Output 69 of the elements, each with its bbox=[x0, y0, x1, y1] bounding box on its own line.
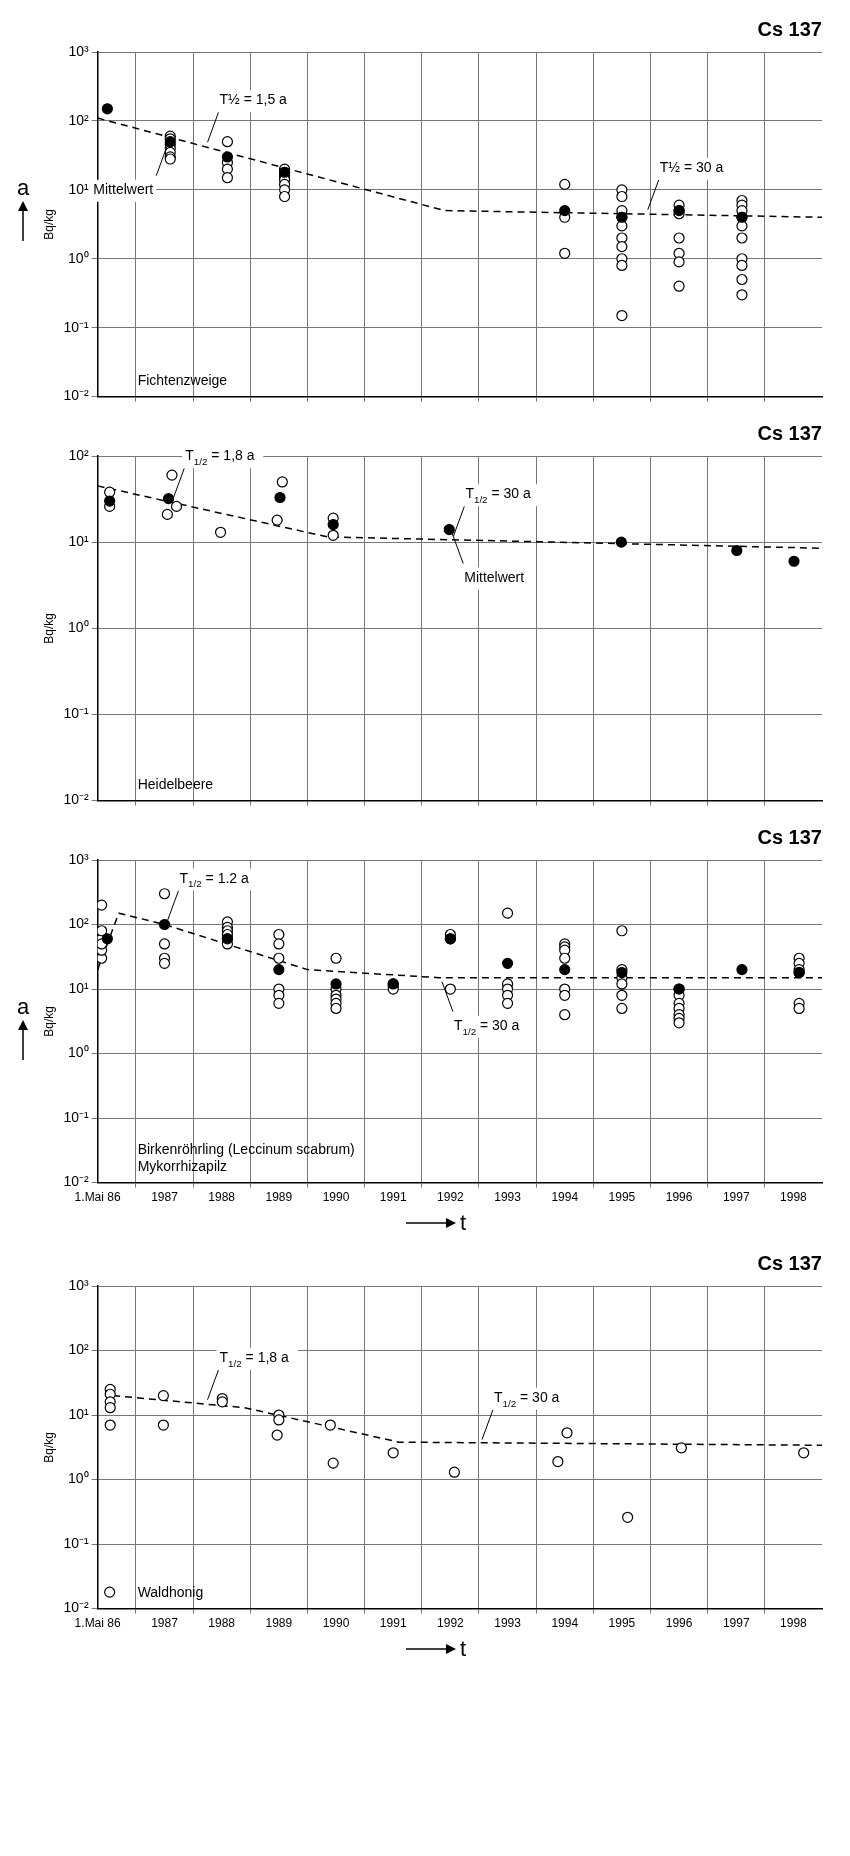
text: Waldhonig bbox=[137, 1583, 204, 1600]
annotation: T½ = 1,5 a bbox=[219, 91, 288, 108]
x-tick-label: 1993 bbox=[494, 1190, 522, 1205]
y-tick-label: 10⁻² bbox=[63, 1599, 89, 1616]
x-tick-label: 1991 bbox=[379, 1190, 407, 1205]
y-tick-label: 10⁻² bbox=[63, 387, 89, 404]
x-tick-label: 1993 bbox=[494, 1616, 522, 1631]
x-tick-label: 1998 bbox=[780, 1190, 808, 1205]
chart-title: Cs 137 bbox=[757, 825, 822, 848]
y-tick-label: 10¹ bbox=[68, 533, 89, 550]
x-tick-label: 1996 bbox=[665, 1190, 693, 1205]
x-tick-label: 1995 bbox=[608, 1190, 636, 1205]
x-tick-label: 1987 bbox=[151, 1616, 179, 1631]
text: Fichtenzweige bbox=[137, 371, 228, 388]
x-tick-label: 1.Mai 86 bbox=[74, 1190, 121, 1205]
y-tick-label: 10³ bbox=[68, 42, 89, 59]
text: Heidelbeere bbox=[137, 775, 214, 792]
y-tick-label: 10¹ bbox=[68, 979, 89, 996]
y-tick-label: 10⁻¹ bbox=[63, 318, 89, 335]
y-tick-label: 10⁻¹ bbox=[63, 1534, 89, 1551]
y-tick-label: 10⁰ bbox=[68, 249, 89, 266]
x-tick-label: 1992 bbox=[437, 1616, 465, 1631]
y-tick-label: 10¹ bbox=[68, 180, 89, 197]
x-tick-label: 1997 bbox=[722, 1616, 750, 1631]
y-tick-label: 10⁻¹ bbox=[63, 1108, 89, 1125]
x-axis-title: t bbox=[459, 1210, 467, 1236]
x-tick-label: 1996 bbox=[665, 1616, 693, 1631]
y-axis-title: Bq/kg bbox=[41, 208, 56, 240]
x-tick-label: 1998 bbox=[780, 1616, 808, 1631]
y-tick-label: 10² bbox=[68, 446, 89, 463]
y-tick-label: 10⁰ bbox=[68, 1470, 89, 1487]
y-tick-label: 10⁰ bbox=[68, 619, 89, 636]
y-axis-title: Bq/kg bbox=[41, 1005, 56, 1037]
chart-title: Cs 137 bbox=[757, 1251, 822, 1274]
y-axis-title: Bq/kg bbox=[41, 1431, 56, 1463]
y-tick-label: 10² bbox=[68, 1341, 89, 1358]
x-tick-label: 1994 bbox=[551, 1190, 579, 1205]
x-tick-label: 1994 bbox=[551, 1616, 579, 1631]
chart-title: Cs 137 bbox=[757, 17, 822, 40]
x-tick-label: 1995 bbox=[608, 1616, 636, 1631]
x-tick-label: 1990 bbox=[322, 1616, 350, 1631]
y-tick-label: 10¹ bbox=[68, 1405, 89, 1422]
text: a bbox=[16, 994, 30, 1020]
annotation: Mittelwert bbox=[464, 568, 525, 585]
y-tick-label: 10⁻² bbox=[63, 1173, 89, 1190]
text: a bbox=[16, 175, 30, 201]
y-tick-label: 10³ bbox=[68, 850, 89, 867]
x-tick-label: 1987 bbox=[151, 1190, 179, 1205]
x-tick-label: 1988 bbox=[208, 1190, 236, 1205]
y-axis-title: Bq/kg bbox=[41, 612, 56, 644]
y-tick-label: 10⁰ bbox=[68, 1044, 89, 1061]
x-tick-label: 1.Mai 86 bbox=[74, 1616, 121, 1631]
x-tick-label: 1989 bbox=[265, 1616, 293, 1631]
x-tick-label: 1997 bbox=[722, 1190, 750, 1205]
y-tick-label: 10² bbox=[68, 915, 89, 932]
y-tick-label: 10² bbox=[68, 111, 89, 128]
x-axis-title: t bbox=[459, 1636, 467, 1662]
y-tick-label: 10³ bbox=[68, 1276, 89, 1293]
annotation: Mittelwert bbox=[93, 180, 154, 197]
x-tick-label: 1992 bbox=[437, 1190, 465, 1205]
x-tick-label: 1991 bbox=[379, 1616, 407, 1631]
annotation: T½ = 30 a bbox=[659, 158, 724, 175]
chart-title: Cs 137 bbox=[757, 421, 822, 444]
x-tick-label: 1988 bbox=[208, 1616, 236, 1631]
y-tick-label: 10⁻² bbox=[63, 791, 89, 808]
x-tick-label: 1989 bbox=[265, 1190, 293, 1205]
y-tick-label: 10⁻¹ bbox=[63, 705, 89, 722]
x-tick-label: 1990 bbox=[322, 1190, 350, 1205]
text: Birkenröhrling (Leccinum scabrum) Mykorrhizapilz bbox=[137, 1140, 355, 1174]
